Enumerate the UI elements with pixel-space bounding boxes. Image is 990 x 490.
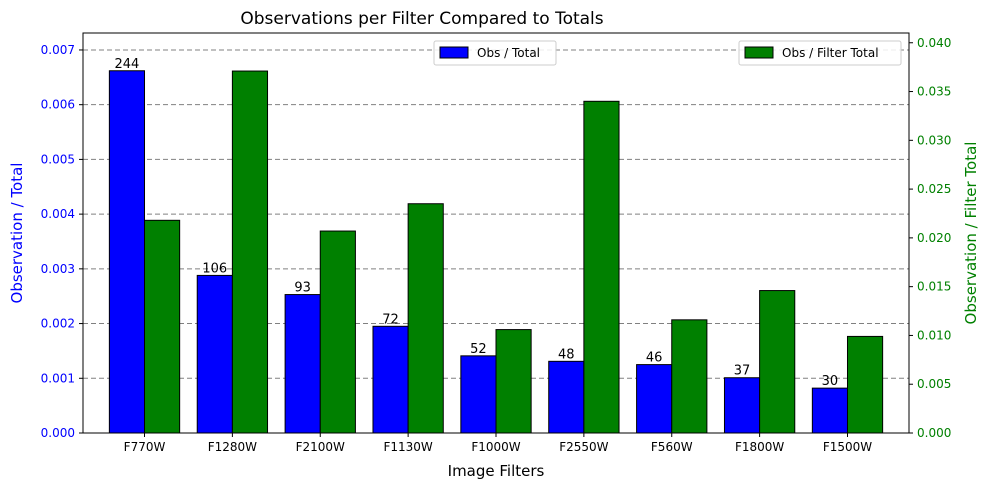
bar-count-label: 37 [734, 364, 751, 379]
left-tick-label: 0.004 [41, 207, 75, 221]
count-labels-group: 244 106 93 72 52 48 46 37 30 [115, 57, 839, 389]
x-tick-label: F1000W [471, 440, 520, 454]
right-tick-label: 0.015 [917, 280, 951, 294]
bar-obs-filter-total [583, 100, 620, 434]
legend-left-swatch [439, 46, 469, 59]
legend-right: Obs / Filter Total [738, 40, 902, 66]
bar-obs-total [811, 387, 848, 434]
x-tick-label: F770W [124, 440, 166, 454]
left-tick-label: 0.005 [41, 152, 75, 166]
right-tick-label: 0.005 [917, 377, 951, 391]
right-axis-title: Observation / Filter Total [962, 142, 980, 325]
bar-obs-total [196, 274, 233, 434]
right-tick-label: 0.040 [917, 36, 951, 50]
legend-right-label: Obs / Filter Total [782, 46, 879, 60]
bar-count-label: 106 [202, 261, 227, 276]
bar-obs-filter-total [144, 219, 181, 434]
chart-title: Observations per Filter Compared to Tota… [240, 9, 603, 29]
left-tick-label: 0.007 [41, 43, 75, 57]
bar-count-label: 46 [646, 351, 663, 366]
bar-obs-filter-total [319, 230, 356, 434]
x-tick-label: F1800W [735, 440, 784, 454]
x-axis-title: Image Filters [448, 462, 545, 480]
left-axis: 0.000 0.001 0.002 0.003 0.004 0.005 0.006 0.007 [41, 43, 83, 440]
bar-obs-total [636, 364, 673, 434]
bar-count-label: 48 [558, 347, 575, 362]
x-tick-label: F2550W [559, 440, 608, 454]
bars-group [108, 70, 884, 434]
right-tick-label: 0.035 [917, 85, 951, 99]
bar-obs-filter-total [846, 335, 884, 434]
right-tick-label: 0.000 [917, 426, 951, 440]
bar-count-label: 244 [115, 57, 140, 72]
x-tick-label: F560W [651, 440, 693, 454]
bar-count-label: 93 [294, 281, 311, 296]
left-tick-label: 0.000 [41, 426, 75, 440]
left-tick-label: 0.003 [41, 262, 75, 276]
right-tick-label: 0.030 [917, 133, 951, 147]
right-tick-label: 0.010 [917, 328, 951, 342]
x-tick-label: F2100W [296, 440, 345, 454]
right-tick-label: 0.020 [917, 231, 951, 245]
bar-obs-total [548, 360, 585, 434]
bar-obs-filter-total [671, 319, 708, 434]
bar-obs-total [460, 355, 497, 434]
bar-obs-filter-total [231, 70, 269, 434]
legend-left-label: Obs / Total [477, 46, 540, 60]
legend-right-swatch [744, 46, 774, 59]
bar-obs-total [372, 325, 409, 434]
bar-count-label: 52 [470, 342, 487, 357]
bar-obs-filter-total [495, 329, 532, 434]
x-tick-label: F1500W [823, 440, 872, 454]
x-tick-label: F1280W [208, 440, 257, 454]
left-axis-title: Observation / Total [8, 163, 26, 304]
bar-obs-filter-total [407, 203, 444, 434]
left-tick-label: 0.002 [41, 317, 75, 331]
right-tick-label: 0.025 [917, 182, 951, 196]
bar-obs-total [108, 70, 146, 434]
right-axis: 0.000 0.005 0.010 0.015 0.020 0.025 0.030 0.035… [909, 36, 951, 440]
bar-count-label: 72 [382, 312, 399, 327]
left-tick-label: 0.001 [41, 371, 75, 385]
bar-obs-total [723, 377, 761, 434]
bar-count-label: 30 [822, 374, 839, 389]
bar-obs-filter-total [759, 290, 796, 434]
left-tick-label: 0.006 [41, 98, 75, 112]
x-tick-label: F1130W [383, 440, 432, 454]
legend-left: Obs / Total [433, 40, 557, 66]
x-axis: F770W F1280W F2100W F1130W F1000W F2550W F560W… [124, 433, 872, 454]
bar-obs-total [284, 294, 321, 434]
